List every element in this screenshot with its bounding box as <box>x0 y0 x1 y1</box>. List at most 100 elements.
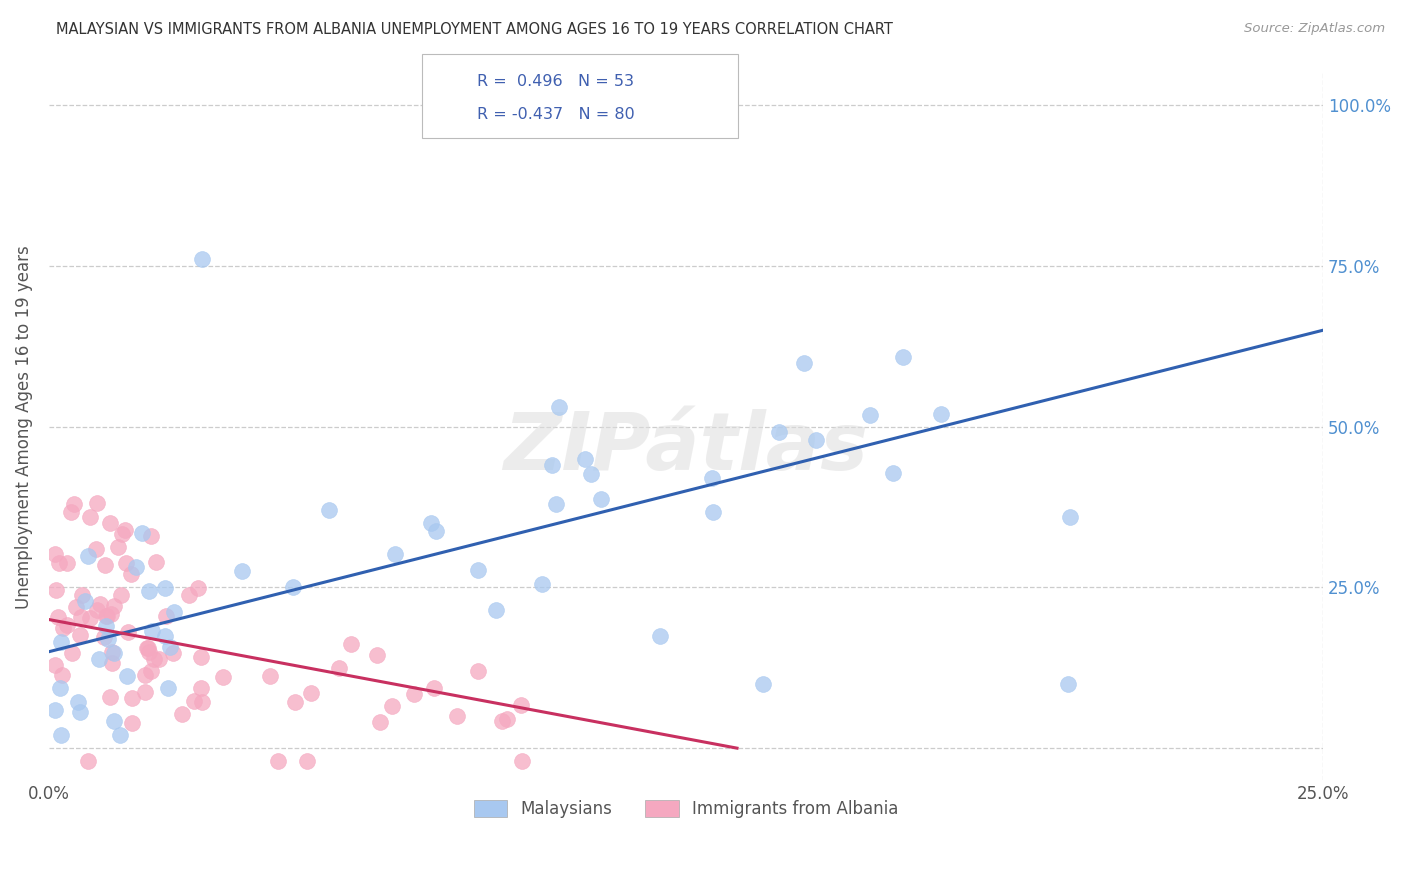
Point <box>574 452 596 467</box>
Point <box>51 668 73 682</box>
Point <box>89 598 111 612</box>
Point <box>139 529 162 543</box>
Point <box>72 588 94 602</box>
Point <box>1057 677 1080 691</box>
Point <box>510 698 533 712</box>
Point <box>212 670 235 684</box>
Point <box>49 634 72 648</box>
Point <box>467 664 489 678</box>
Point <box>768 425 790 439</box>
Legend: Malaysians, Immigrants from Albania: Malaysians, Immigrants from Albania <box>467 794 905 825</box>
Point <box>366 648 388 662</box>
Point <box>63 497 86 511</box>
Point <box>111 527 134 541</box>
Point <box>115 556 138 570</box>
Point <box>100 645 122 659</box>
Point <box>156 681 179 696</box>
Point <box>589 492 612 507</box>
Point <box>541 458 564 473</box>
Point <box>859 409 882 423</box>
Point <box>299 686 322 700</box>
Point <box>107 540 129 554</box>
Point <box>97 632 120 646</box>
Point <box>134 667 156 681</box>
Point <box>45 582 67 597</box>
Point <box>170 706 193 721</box>
Point <box>98 516 121 530</box>
Point <box>751 677 773 691</box>
Text: MALAYSIAN VS IMMIGRANTS FROM ALBANIA UNEMPLOYMENT AMONG AGES 16 TO 19 YEARS CORR: MALAYSIAN VS IMMIGRANTS FROM ALBANIA UNE… <box>56 22 893 37</box>
Point <box>59 505 82 519</box>
Point <box>340 637 363 651</box>
Point <box>1059 510 1081 524</box>
Point <box>179 588 201 602</box>
Point <box>153 628 176 642</box>
Point <box>115 669 138 683</box>
Point <box>402 687 425 701</box>
Point <box>420 516 443 530</box>
Point <box>700 471 723 485</box>
Point <box>155 608 177 623</box>
Point <box>485 603 508 617</box>
Point <box>46 610 69 624</box>
Point <box>56 618 79 632</box>
Point <box>581 467 603 481</box>
Point <box>510 754 533 768</box>
Point <box>103 646 125 660</box>
Point <box>48 556 70 570</box>
Point <box>121 715 143 730</box>
Point <box>103 714 125 728</box>
Point <box>100 607 122 622</box>
Point <box>793 356 815 370</box>
Point <box>650 629 672 643</box>
Point <box>368 715 391 730</box>
Point <box>136 640 159 655</box>
Point <box>546 497 568 511</box>
Point <box>145 555 167 569</box>
Point <box>162 605 184 619</box>
Point <box>148 651 170 665</box>
Point <box>134 684 156 698</box>
Point <box>44 658 66 673</box>
Point <box>231 564 253 578</box>
Text: ZIPátlas: ZIPátlas <box>503 409 869 487</box>
Point <box>136 640 159 655</box>
Point <box>96 619 118 633</box>
Point <box>77 754 100 768</box>
Point <box>284 695 307 709</box>
Point <box>141 624 163 638</box>
Point <box>103 599 125 614</box>
Point <box>98 690 121 704</box>
Text: R =  0.496   N = 53: R = 0.496 N = 53 <box>477 74 634 89</box>
Point <box>491 714 513 729</box>
Point <box>190 650 212 665</box>
Point <box>49 728 72 742</box>
Point <box>114 523 136 537</box>
Point <box>86 603 108 617</box>
Point <box>425 524 447 538</box>
Point <box>187 582 209 596</box>
Point <box>191 252 214 267</box>
Point <box>328 661 350 675</box>
Point <box>267 754 290 768</box>
Point <box>94 558 117 572</box>
Point <box>96 608 118 623</box>
Point <box>138 645 160 659</box>
Point <box>384 547 406 561</box>
Point <box>86 496 108 510</box>
Point <box>120 567 142 582</box>
Point <box>929 407 952 421</box>
Point <box>51 621 73 635</box>
Point <box>183 694 205 708</box>
Point <box>79 610 101 624</box>
Point <box>131 526 153 541</box>
Text: R = -0.437   N = 80: R = -0.437 N = 80 <box>477 107 634 122</box>
Point <box>44 547 66 561</box>
Point <box>259 669 281 683</box>
Point <box>530 577 553 591</box>
Point <box>153 581 176 595</box>
Point <box>297 754 319 768</box>
Point <box>110 588 132 602</box>
Point <box>143 652 166 666</box>
Point <box>44 703 66 717</box>
